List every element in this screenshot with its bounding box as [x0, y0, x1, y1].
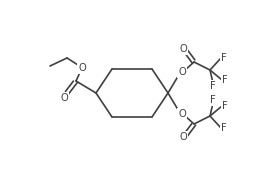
Text: F: F [222, 101, 228, 111]
Text: F: F [210, 95, 216, 105]
Text: F: F [221, 123, 227, 133]
Text: F: F [222, 75, 228, 85]
Text: O: O [178, 67, 186, 77]
Text: O: O [179, 44, 187, 54]
Text: O: O [179, 132, 187, 142]
Text: F: F [210, 81, 216, 91]
Text: F: F [221, 53, 227, 63]
Text: O: O [178, 109, 186, 119]
Text: O: O [60, 93, 68, 103]
Text: O: O [78, 63, 86, 73]
